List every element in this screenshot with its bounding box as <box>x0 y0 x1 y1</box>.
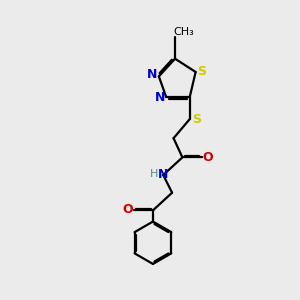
Text: H: H <box>150 169 159 178</box>
Text: N: N <box>158 168 168 181</box>
Text: S: S <box>198 65 207 79</box>
Text: N: N <box>147 68 158 81</box>
Text: O: O <box>202 151 213 164</box>
Text: O: O <box>123 203 133 216</box>
Text: N: N <box>154 91 165 104</box>
Text: CH₃: CH₃ <box>173 27 194 37</box>
Text: S: S <box>192 112 201 126</box>
